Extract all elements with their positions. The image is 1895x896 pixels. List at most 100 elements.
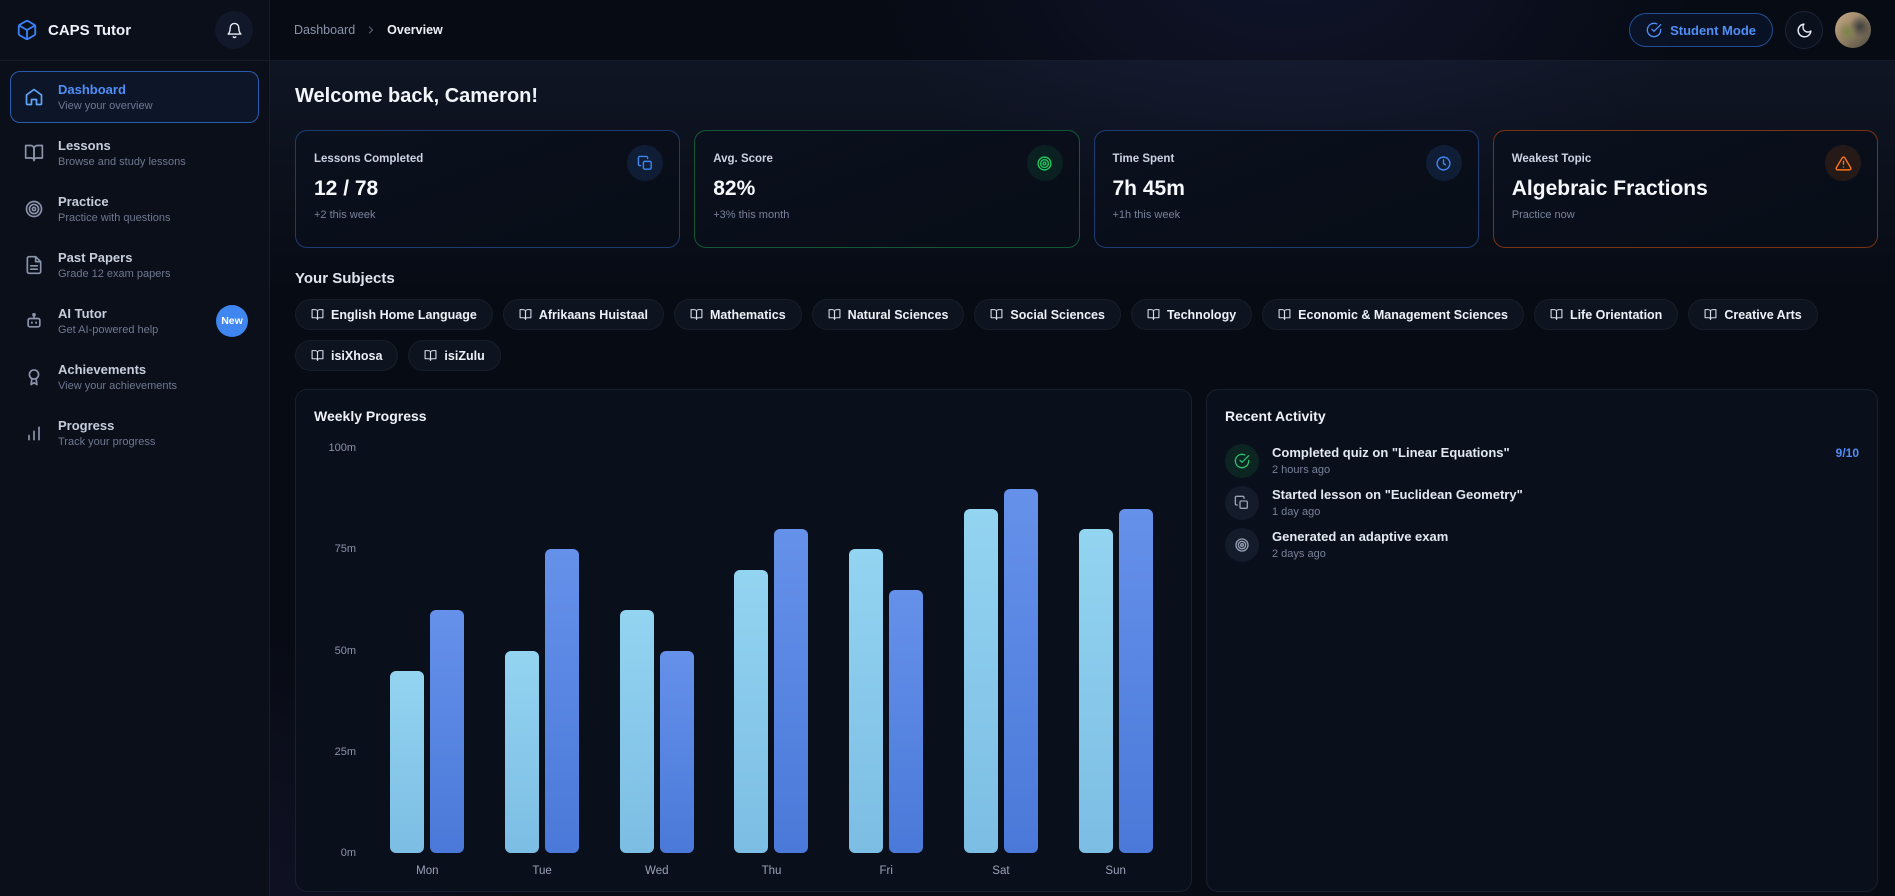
sidebar-item-ai-tutor[interactable]: AI Tutor Get AI-powered help New	[10, 295, 259, 347]
chart-bar-dark	[545, 549, 580, 853]
new-badge: New	[216, 305, 248, 337]
sidebar-item-lessons[interactable]: Lessons Browse and study lessons	[10, 127, 259, 179]
stat-card-avg-score: Avg. Score 82% +3% this month	[694, 130, 1080, 248]
stat-value: Algebraic Fractions	[1511, 177, 1708, 200]
y-axis-tick: 75m	[334, 543, 356, 556]
y-axis-tick: 50m	[334, 644, 356, 657]
book-open-icon	[828, 308, 841, 321]
sidebar-item-practice[interactable]: Practice Practice with questions	[10, 183, 259, 235]
chart-bar-group	[829, 448, 944, 853]
robot-icon	[24, 311, 44, 331]
stat-sub: +1h this week	[1112, 209, 1181, 221]
moon-icon	[1796, 22, 1813, 39]
stat-card-lessons-completed: Lessons Completed 12 / 78 +2 this week	[295, 130, 681, 248]
chart-plot-area	[370, 448, 1173, 853]
alert-triangle-icon	[1825, 145, 1861, 181]
subject-chip[interactable]: English Home Language	[295, 299, 493, 330]
user-avatar[interactable]	[1835, 12, 1871, 48]
sidebar-item-progress[interactable]: Progress Track your progress	[10, 407, 259, 459]
book-open-icon	[1704, 308, 1717, 321]
activity-item-exam[interactable]: Generated an adaptive exam 2 days ago	[1225, 524, 1859, 566]
y-axis-tick: 100m	[328, 442, 356, 454]
book-open-icon	[990, 308, 1003, 321]
stat-value: 82%	[713, 177, 756, 200]
subject-chip[interactable]: isiXhosa	[295, 340, 399, 371]
theme-toggle-button[interactable]	[1785, 11, 1823, 49]
notifications-button[interactable]	[215, 11, 253, 49]
app-logo-package-icon	[16, 19, 38, 41]
subject-chip[interactable]: Economic & Management Sciences	[1262, 299, 1524, 330]
subject-chip-label: Creative Arts	[1724, 307, 1802, 322]
chart-bar-light	[619, 610, 654, 853]
subject-chip[interactable]: Technology	[1130, 299, 1253, 330]
check-circle-icon	[1225, 444, 1259, 478]
student-mode-button[interactable]: Student Mode	[1629, 13, 1773, 47]
chart-bar-light	[849, 549, 884, 853]
chart-bar-dark	[659, 650, 694, 853]
activity-item-quiz[interactable]: Completed quiz on "Linear Equations" 2 h…	[1225, 440, 1859, 482]
activity-item-title: Completed quiz on "Linear Equations"	[1272, 445, 1510, 460]
sidebar-item-sub: View your overview	[58, 100, 153, 112]
chart-y-axis: 0m 25m 50m 75m 100m	[314, 442, 370, 859]
subject-chip-label: Economic & Management Sciences	[1298, 307, 1508, 322]
weekly-progress-chart: 0m 25m 50m 75m 100m Mon Tue Wed Thu Fri Sat Sun	[314, 442, 1173, 877]
chart-bar-light	[734, 569, 769, 853]
subject-chip-label: Natural Sciences	[847, 307, 949, 322]
sidebar-item-past-papers[interactable]: Past Papers Grade 12 exam papers	[10, 239, 259, 291]
breadcrumb-dashboard[interactable]: Dashboard	[294, 23, 356, 37]
sidebar-item-sub: Get AI-powered help	[58, 324, 159, 336]
chart-bar-dark	[889, 589, 924, 853]
breadcrumb: Dashboard Overview	[294, 23, 443, 37]
weekly-progress-panel: Weekly Progress 0m 25m 50m 75m 100m Mon Tue We…	[295, 389, 1192, 892]
subject-chip-label: isiXhosa	[331, 348, 383, 363]
page-title: Welcome back, Cameron!	[295, 85, 539, 107]
book-open-icon	[1147, 308, 1160, 321]
chart-bar-dark	[1003, 488, 1038, 853]
stat-label: Lessons Completed	[314, 153, 424, 165]
stat-label: Time Spent	[1112, 153, 1175, 165]
chevron-right-icon	[365, 24, 377, 36]
book-open-icon	[311, 349, 324, 362]
y-axis-tick: 25m	[334, 745, 356, 758]
subject-chip-label: isiZulu	[444, 348, 485, 363]
sidebar: CAPS Tutor Dashboard View your overview …	[0, 0, 270, 896]
file-text-icon	[24, 255, 44, 275]
subject-chip[interactable]: Creative Arts	[1688, 299, 1818, 330]
content: Welcome back, Cameron! Lessons Completed…	[270, 61, 1895, 896]
chart-bar-light	[505, 650, 540, 853]
x-axis-label: Sat	[992, 865, 1010, 877]
bar-chart-icon	[24, 423, 44, 443]
practice-now-link[interactable]: Practice now	[1511, 209, 1575, 221]
activity-item-lesson[interactable]: Started lesson on "Euclidean Geometry" 1…	[1225, 482, 1859, 524]
chart-bar-group	[599, 448, 714, 853]
subject-chip[interactable]: isiZulu	[408, 340, 501, 371]
subject-chip[interactable]: Afrikaans Huistaal	[502, 299, 664, 330]
student-mode-label: Student Mode	[1670, 22, 1756, 38]
book-open-icon	[24, 143, 44, 163]
stat-sub: +2 this week	[314, 209, 376, 221]
subject-chip[interactable]: Social Sciences	[974, 299, 1121, 330]
app-title: CAPS Tutor	[48, 21, 132, 39]
stats-row: Lessons Completed 12 / 78 +2 this week A…	[295, 130, 1878, 248]
sidebar-header: CAPS Tutor	[0, 0, 269, 61]
sidebar-item-label: AI Tutor	[58, 306, 107, 321]
stat-label: Weakest Topic	[1511, 153, 1592, 165]
sidebar-item-label: Lessons	[58, 138, 111, 153]
subject-chip-label: Technology	[1166, 307, 1237, 322]
target-icon	[1026, 145, 1063, 181]
chart-bar-group	[944, 448, 1059, 853]
sidebar-item-label: Dashboard	[58, 82, 126, 97]
subject-chip[interactable]: Life Orientation	[1533, 299, 1679, 330]
main-area: Dashboard Overview Student Mode Welcome …	[270, 0, 1895, 896]
sidebar-item-label: Achievements	[58, 362, 147, 377]
subject-chip[interactable]: Mathematics	[673, 299, 802, 330]
sidebar-item-dashboard[interactable]: Dashboard View your overview	[10, 71, 259, 123]
y-axis-tick: 0m	[340, 847, 356, 859]
sidebar-item-sub: Practice with questions	[58, 212, 171, 224]
stat-value: 7h 45m	[1112, 177, 1185, 200]
home-icon	[24, 87, 44, 107]
subject-chip[interactable]: Natural Sciences	[811, 299, 965, 330]
clock-icon	[1425, 145, 1462, 181]
breadcrumb-current: Overview	[387, 23, 443, 37]
sidebar-item-achievements[interactable]: Achievements View your achievements	[10, 351, 259, 403]
